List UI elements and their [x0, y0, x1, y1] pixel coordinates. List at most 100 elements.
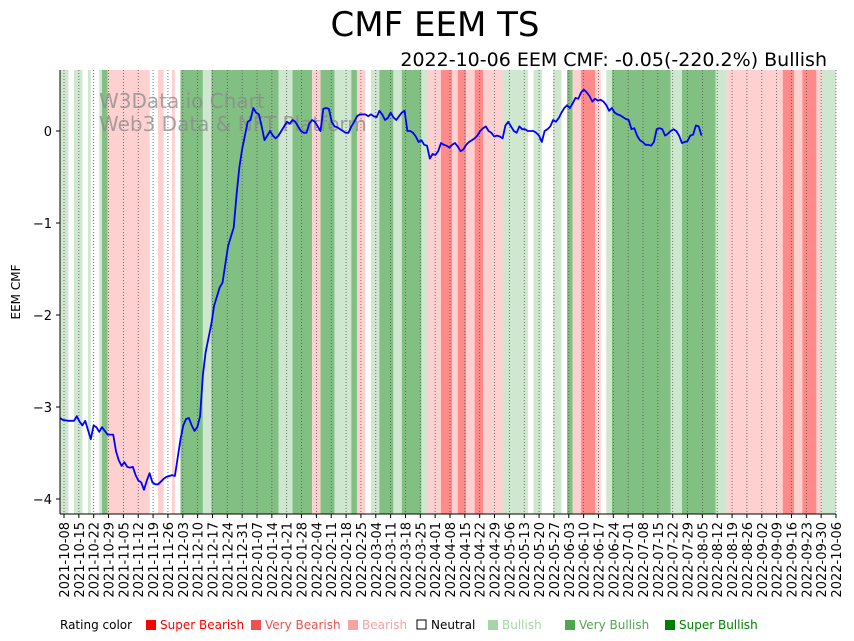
- y-axis-ticks: 0 −1 −2 −3 −4: [33, 125, 60, 508]
- legend-item-label: Bullish: [502, 618, 542, 632]
- x-tick-label: 2022-09-23: [800, 522, 815, 598]
- x-tick-label: 2022-03-25: [414, 522, 429, 598]
- y-tick-label: −4: [33, 493, 52, 508]
- x-tick-label: 2021-11-26: [162, 522, 177, 598]
- x-tick-label: 2022-09-02: [756, 522, 771, 598]
- x-tick-label: 2022-05-13: [518, 522, 533, 598]
- series-line: [59, 88, 703, 491]
- x-tick-label: 2022-01-14: [266, 522, 281, 598]
- rating-band: [681, 70, 716, 514]
- rating-band: [715, 70, 727, 514]
- rating-band: [202, 70, 212, 514]
- rating-band: [793, 70, 803, 514]
- legend: Rating color Super Bearish Very Bearish Be…: [60, 618, 758, 632]
- rating-band: [572, 70, 582, 514]
- legend-swatch: [348, 620, 358, 630]
- rating-band: [670, 70, 682, 514]
- x-tick-label: 2022-09-30: [815, 522, 830, 598]
- x-tick-label: 2022-08-12: [711, 522, 726, 598]
- x-tick-label: 2021-12-03: [177, 522, 192, 598]
- axes: [59, 70, 836, 515]
- x-tick-label: 2022-08-19: [726, 522, 741, 598]
- rating-band: [334, 70, 352, 514]
- rating-band: [74, 70, 83, 514]
- legend-swatch: [488, 620, 498, 630]
- legend-item-label: Neutral: [431, 618, 475, 632]
- chart-title: CMF EEM TS: [331, 5, 540, 45]
- y-tick-label: −3: [33, 401, 52, 416]
- x-tick-label: 2022-04-01: [429, 522, 444, 598]
- legend-label: Rating color: [60, 618, 132, 632]
- x-tick-label: 2022-04-08: [444, 522, 459, 598]
- rating-band: [749, 70, 783, 514]
- y-tick-label: −2: [33, 309, 52, 324]
- rating-band: [102, 70, 108, 514]
- x-tick-label: 2021-12-31: [236, 522, 251, 598]
- rating-band: [172, 70, 175, 514]
- rating-band: [440, 70, 453, 514]
- rating-band: [393, 70, 402, 514]
- rating-band: [611, 70, 671, 514]
- x-tick-label: 2022-02-18: [340, 522, 355, 598]
- rating-band: [502, 70, 512, 514]
- watermark-line-2: Web3 Data & NFT Platform: [99, 112, 367, 136]
- legend-swatch: [251, 620, 261, 630]
- y-tick-label: 0: [44, 125, 52, 140]
- rating-band: [88, 70, 91, 514]
- legend-item-label: Bearish: [362, 618, 407, 632]
- vertical-gridlines: [63, 70, 837, 514]
- rating-band: [320, 70, 335, 514]
- rating-band: [726, 70, 750, 514]
- legend-item-label: Very Bullish: [579, 618, 649, 632]
- rating-band: [595, 70, 601, 514]
- y-axis-label: EEM CMF: [9, 264, 23, 319]
- rating-band: [426, 70, 441, 514]
- legend-item-label: Very Bearish: [265, 618, 341, 632]
- x-tick-label: 2022-07-01: [622, 522, 637, 598]
- rating-band: [457, 70, 467, 514]
- x-tick-label: 2022-01-07: [251, 522, 266, 598]
- x-tick-label: 2022-06-24: [607, 522, 622, 598]
- rating-band: [533, 70, 542, 514]
- x-tick-label: 2022-04-29: [489, 522, 504, 598]
- legend-item-label: Super Bearish: [160, 618, 244, 632]
- rating-band: [483, 70, 503, 514]
- rating-band: [511, 70, 528, 514]
- x-tick-label: 2022-03-04: [370, 522, 385, 598]
- x-tick-label: 2022-09-09: [771, 522, 786, 598]
- x-tick-label: 2022-06-17: [592, 522, 607, 598]
- x-tick-label: 2022-04-15: [459, 522, 474, 598]
- rating-band: [99, 70, 103, 514]
- x-tick-label: 2022-03-11: [385, 522, 400, 598]
- x-tick-label: 2022-04-22: [474, 522, 489, 598]
- x-tick-label: 2021-11-19: [147, 522, 162, 598]
- rating-band: [452, 70, 458, 514]
- x-tick-label: 2022-07-22: [667, 522, 682, 598]
- x-tick-label: 2022-07-08: [637, 522, 652, 598]
- x-tick-label: 2021-10-15: [73, 522, 88, 598]
- rating-band: [292, 70, 313, 514]
- x-tick-label: 2022-02-11: [325, 522, 340, 598]
- rating-band: [802, 70, 817, 514]
- x-tick-label: 2021-11-12: [132, 522, 147, 598]
- x-tick-label: 2022-05-27: [548, 522, 563, 598]
- watermark-line-1: W3Data.io Chart: [99, 89, 265, 113]
- x-tick-label: 2022-06-10: [578, 522, 593, 598]
- rating-band: [567, 70, 573, 514]
- x-tick-label: 2022-08-05: [696, 522, 711, 598]
- rating-band: [180, 70, 203, 514]
- x-tick-label: 2022-09-16: [785, 522, 800, 598]
- rating-band: [474, 70, 484, 514]
- chart-subtitle: 2022-10-06 EEM CMF: -0.05(-220.2%) Bulli…: [400, 49, 827, 71]
- rating-band: [351, 70, 357, 514]
- rating-band: [278, 70, 293, 514]
- rating-band: [581, 70, 596, 514]
- x-tick-label: 2021-10-22: [88, 522, 103, 598]
- rating-band: [211, 70, 279, 514]
- x-tick-label: 2022-05-20: [533, 522, 548, 598]
- x-tick-label: 2022-02-25: [355, 522, 370, 598]
- rating-band: [401, 70, 422, 514]
- x-tick-label: 2021-11-05: [117, 522, 132, 598]
- x-tick-label: 2022-10-06: [830, 522, 845, 598]
